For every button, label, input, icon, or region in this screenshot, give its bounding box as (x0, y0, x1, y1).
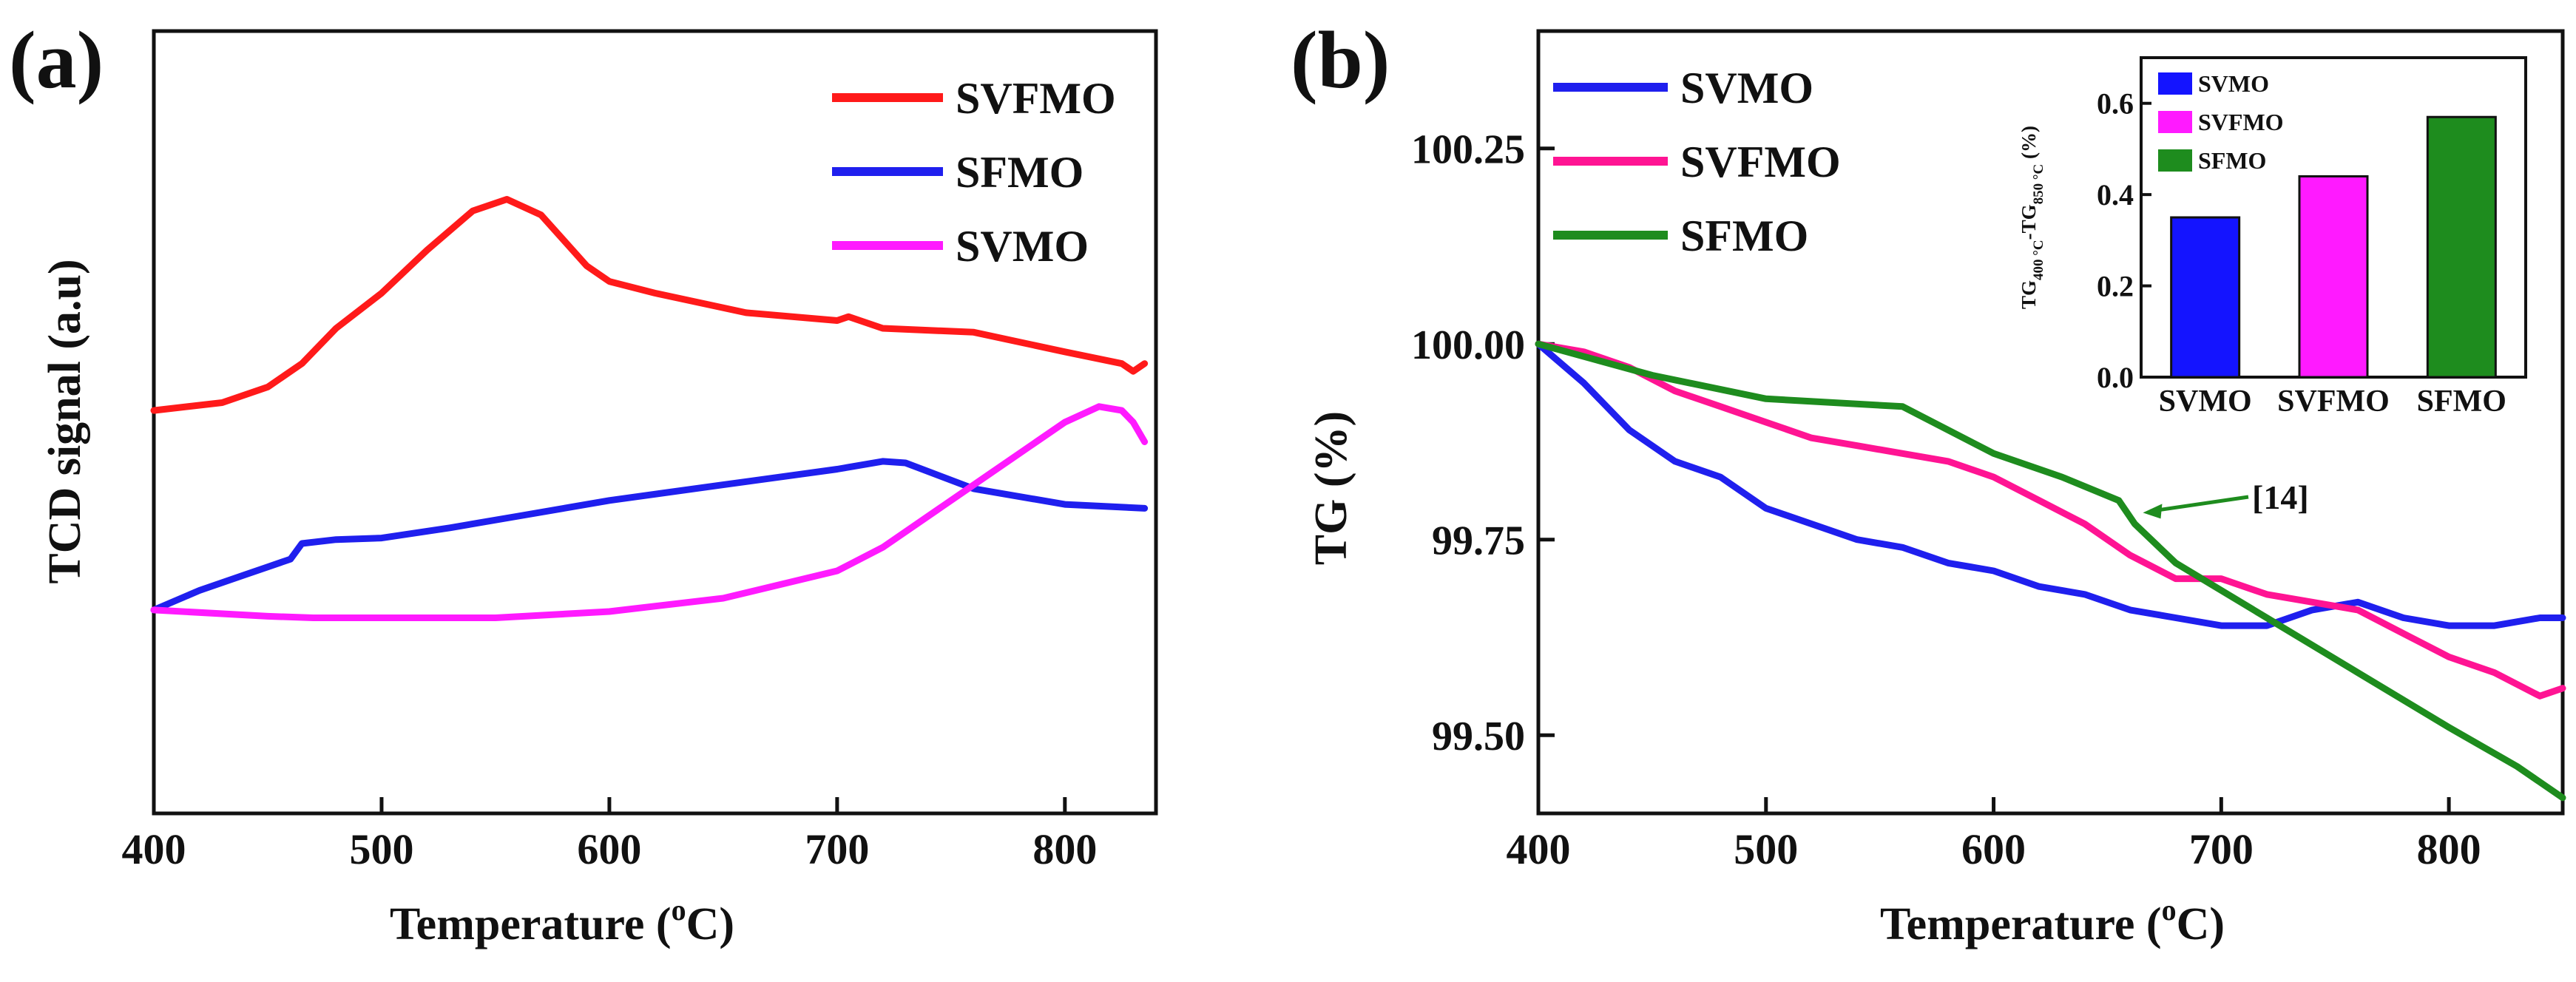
legend-label-sfmo: SFMO (1680, 211, 1808, 260)
series-line-svfmo (150, 196, 1149, 414)
legend-label-svmo: SVMO (956, 222, 1089, 271)
legend-label-svmo: SVMO (1680, 64, 1813, 112)
panel-a-axes-frame (152, 29, 1158, 816)
x-tick-label: 500 (349, 825, 413, 873)
series-line-svfmo (1535, 340, 2566, 700)
annotation-label: [14] (2252, 478, 2309, 516)
panel-b-legend: SVMO SVFMO SFMO (1553, 64, 1841, 260)
inset-legend: SVMO SVFMO SFMO (2158, 70, 2284, 174)
panel-b-x-axis-label: Temperature (oC) (1880, 893, 2225, 949)
x-tick-label: 700 (805, 825, 869, 873)
panel-b-annotation: [14] (2143, 478, 2309, 519)
x-tick-label: 400 (1507, 825, 1571, 873)
panel-a-legend: SVFMO SFMO SVMO (832, 74, 1116, 271)
inset-bars (2170, 115, 2497, 379)
panel-a-x-ticks: 400 500 600 700 800 (122, 797, 1097, 873)
y-tick-label: 99.50 (1432, 714, 1525, 759)
legend-label-svfmo: SVFMO (1680, 138, 1841, 186)
x-tick-label: 700 (2189, 825, 2254, 873)
x-tick-label: 600 (577, 825, 641, 873)
series-line-svmo (150, 403, 1149, 621)
panel-a: (a) 400 500 600 700 800 SVFMO SFMO SVMO Temper… (9, 15, 1158, 949)
legend-label-sfmo: SFMO (956, 148, 1084, 197)
x-tick-label: 800 (2417, 825, 2481, 873)
y-tick-label: 100.00 (1411, 322, 1525, 368)
series-line-svmo (1535, 340, 2566, 629)
inset-y-tick-label: 0.6 (2097, 87, 2134, 121)
panel-b-label: (b) (1291, 15, 1390, 105)
inset-x-tick-label: SVFMO (2277, 385, 2390, 419)
y-tick-label: 100.25 (1411, 127, 1525, 173)
panel-b-series (1535, 340, 2566, 802)
inset-y-ticks: 0.0 0.2 0.4 0.6 (2097, 87, 2151, 394)
inset-legend-swatch-sfmo (2158, 149, 2192, 172)
inset-legend-swatch-svfmo (2158, 111, 2192, 133)
panel-a-x-axis-label: Temperature (oC) (390, 893, 734, 949)
panel-b-y-ticks: 100.25 100.00 99.75 99.50 (1411, 127, 1555, 759)
x-tick-label: 500 (1734, 825, 1798, 873)
inset-bar-chart: 0.0 0.2 0.4 0.6 SVMO SVFMO SFMO SVMO SVFMO SFMO… (2018, 56, 2527, 419)
inset-bar-svmo (2170, 216, 2241, 379)
series-line-sfmo (1535, 340, 2566, 802)
inset-y-tick-label: 0.0 (2097, 361, 2134, 394)
inset-y-tick-label: 0.4 (2097, 178, 2134, 211)
inset-y-tick-label: 0.2 (2097, 270, 2134, 303)
inset-legend-label-svmo: SVMO (2198, 70, 2269, 97)
annotation-arrow-head (2143, 504, 2163, 519)
inset-legend-label-svfmo: SVFMO (2198, 109, 2284, 135)
panel-a-y-axis-label: TCD signal (a.u) (40, 259, 90, 583)
inset-legend-swatch-svmo (2158, 72, 2192, 95)
x-tick-label: 400 (122, 825, 186, 873)
panel-b-axes-frame (1536, 29, 2565, 816)
panel-b-y-axis-label: TG (%) (1306, 411, 1356, 565)
inset-x-tick-labels: SVMO SVFMO SFMO (2159, 385, 2506, 419)
panel-b-x-ticks: 400 500 600 700 800 (1507, 797, 2481, 873)
inset-bar-sfmo (2426, 115, 2497, 379)
panel-a-label: (a) (9, 15, 104, 105)
inset-x-tick-label: SFMO (2417, 385, 2506, 419)
x-tick-label: 800 (1032, 825, 1097, 873)
legend-label-svfmo: SVFMO (956, 74, 1116, 123)
inset-x-tick-label: SVMO (2159, 385, 2252, 419)
inset-bar-svfmo (2298, 175, 2369, 379)
inset-y-axis-label: TG400 °C-TG850 °C (%) (2018, 126, 2046, 309)
y-tick-label: 99.75 (1432, 518, 1525, 564)
inset-legend-label-sfmo: SFMO (2198, 147, 2266, 174)
annotation-arrow-line (2150, 495, 2249, 513)
x-tick-label: 600 (1961, 825, 2026, 873)
panel-a-series (150, 196, 1149, 621)
series-line-sfmo (150, 458, 1149, 614)
panel-b: (b) 400 500 600 700 800 100.25 100.00 99.75 99.… (1291, 15, 2566, 949)
